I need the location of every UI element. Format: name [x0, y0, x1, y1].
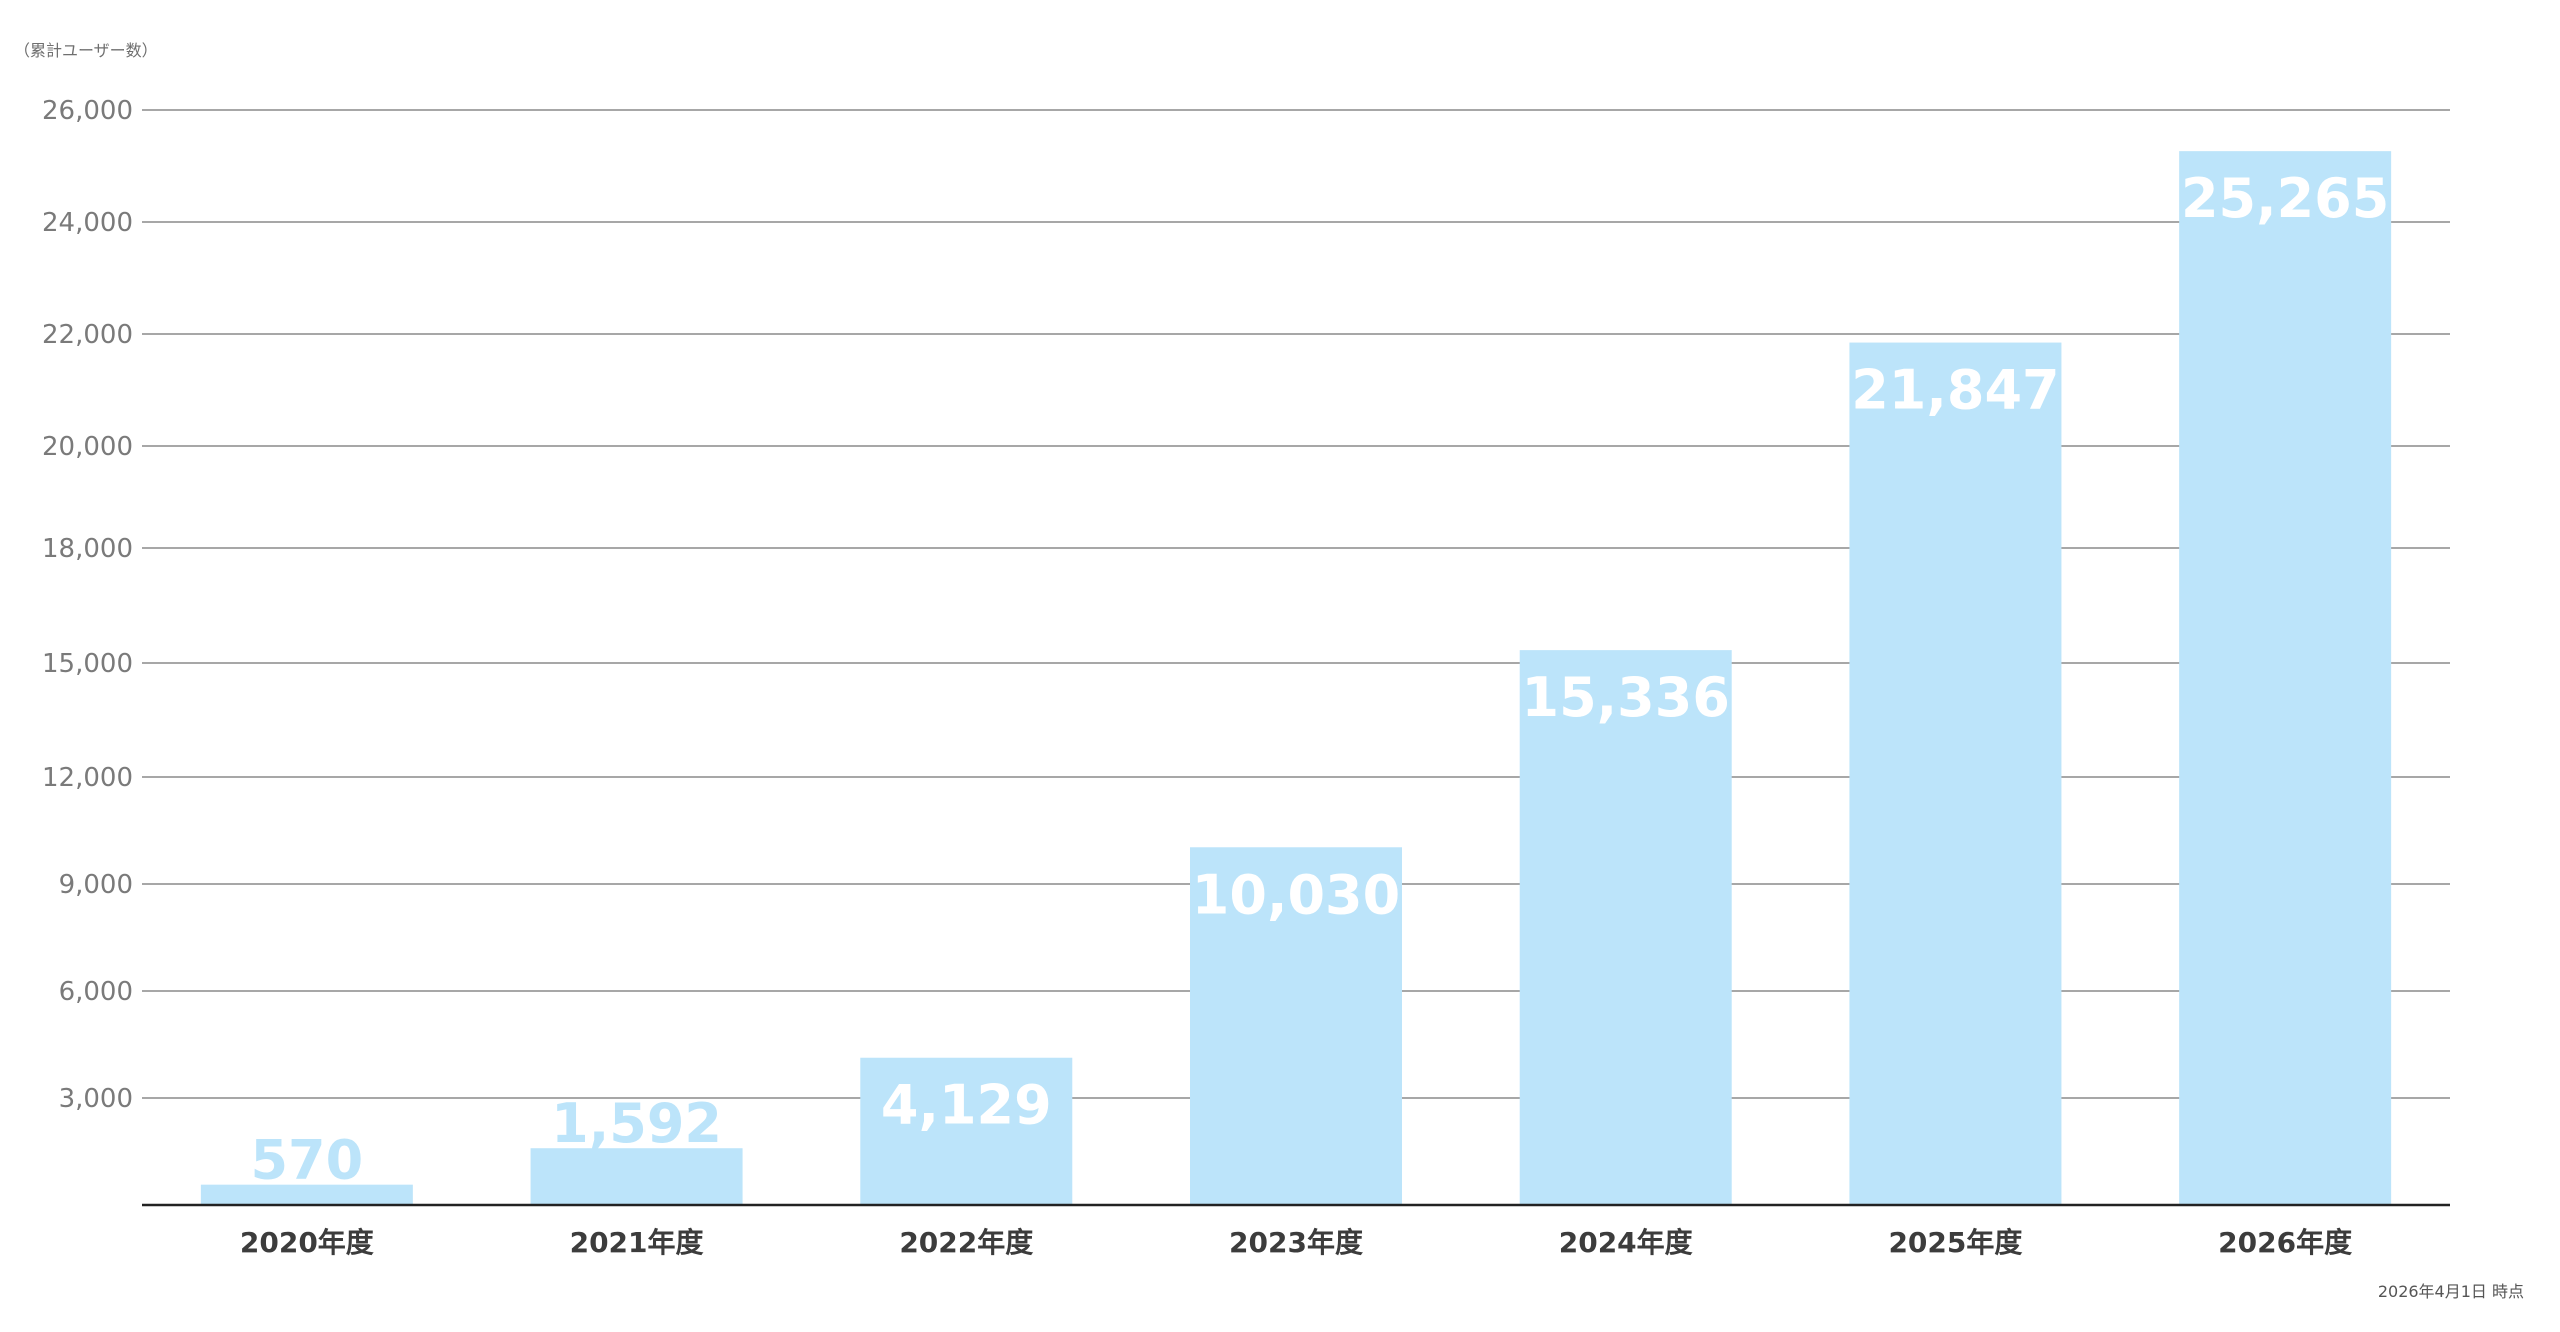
y-tick-label: 3,000	[59, 1084, 133, 1114]
x-tick-label: 2022年度	[899, 1226, 1033, 1259]
x-tick-label: 2024年度	[1559, 1226, 1693, 1259]
bar-value-label: 21,847	[1851, 359, 2059, 422]
x-tick-label: 2026年度	[2218, 1226, 2352, 1259]
y-tick-label: 6,000	[59, 977, 133, 1007]
bar-value-label: 15,336	[1522, 666, 1730, 729]
bar	[860, 1057, 1073, 1205]
bar-value-label: 1,592	[551, 1092, 722, 1155]
x-axis-ticks: 2020年度 2021年度 2022年度 2023年度 2024年度 2025年度 2026…	[240, 1226, 2352, 1259]
bar-value-labels: 570 1,592 4,129 10,030 15,336 21,847 25,265	[250, 167, 2389, 1192]
as-of-date-note: 2026年4月1日 時点	[2378, 1282, 2524, 1301]
bar-value-label: 4,129	[881, 1074, 1052, 1137]
y-tick-label: 12,000	[42, 763, 133, 793]
x-tick-label: 2023年度	[1229, 1226, 1363, 1259]
y-tick-label: 26,000	[42, 96, 133, 126]
y-tick-label: 20,000	[42, 432, 133, 462]
bar	[530, 1148, 743, 1205]
y-tick-label: 9,000	[59, 870, 133, 900]
bar	[2179, 151, 2392, 1205]
bars	[200, 151, 2392, 1205]
y-axis-ticks: 3,000 6,000 9,000 12,000 15,000 18,000 20,000 2…	[42, 96, 133, 1114]
bar	[1849, 342, 2062, 1205]
x-tick-label: 2025年度	[1888, 1226, 2022, 1259]
bar	[200, 1184, 413, 1205]
bar	[1519, 650, 1732, 1205]
y-tick-label: 18,000	[42, 534, 133, 564]
bar-value-label: 25,265	[2181, 167, 2389, 230]
y-axis-label: （累計ユーザー数）	[14, 41, 158, 60]
bar-value-label: 570	[250, 1129, 363, 1192]
y-tick-label: 22,000	[42, 320, 133, 350]
y-tick-label: 15,000	[42, 649, 133, 679]
x-tick-label: 2021年度	[570, 1226, 704, 1259]
y-tick-label: 24,000	[42, 208, 133, 238]
bar-value-label: 10,030	[1192, 863, 1400, 926]
bar	[1190, 847, 1402, 1205]
x-tick-label: 2020年度	[240, 1226, 374, 1259]
gridlines	[142, 109, 2450, 1099]
